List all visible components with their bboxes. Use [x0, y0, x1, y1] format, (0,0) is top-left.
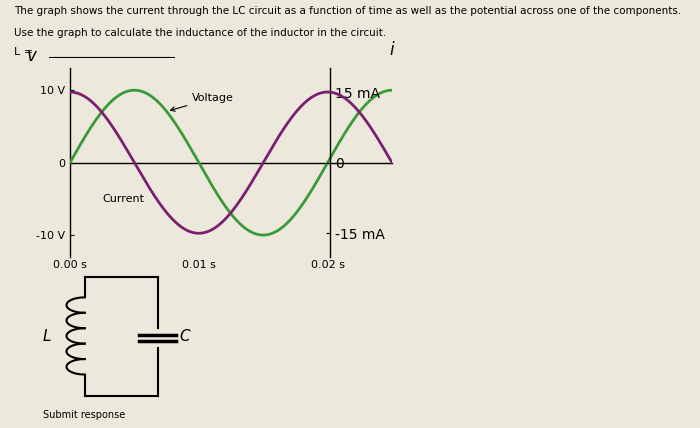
Text: Use the graph to calculate the inductance of the inductor in the circuit.: Use the graph to calculate the inductanc… — [14, 28, 386, 38]
Y-axis label: i: i — [390, 41, 394, 59]
Text: L =: L = — [14, 47, 33, 57]
Text: Submit response: Submit response — [43, 410, 125, 420]
Text: 0.02 s: 0.02 s — [311, 260, 344, 270]
Text: 0.00 s: 0.00 s — [53, 260, 87, 270]
Text: L: L — [42, 329, 50, 344]
Y-axis label: v: v — [27, 47, 36, 65]
Text: Voltage: Voltage — [171, 93, 234, 111]
Text: Current: Current — [102, 194, 144, 205]
Text: The graph shows the current through the LC circuit as a function of time as well: The graph shows the current through the … — [14, 6, 681, 16]
Text: C: C — [179, 329, 190, 344]
Text: 0.01 s: 0.01 s — [182, 260, 216, 270]
